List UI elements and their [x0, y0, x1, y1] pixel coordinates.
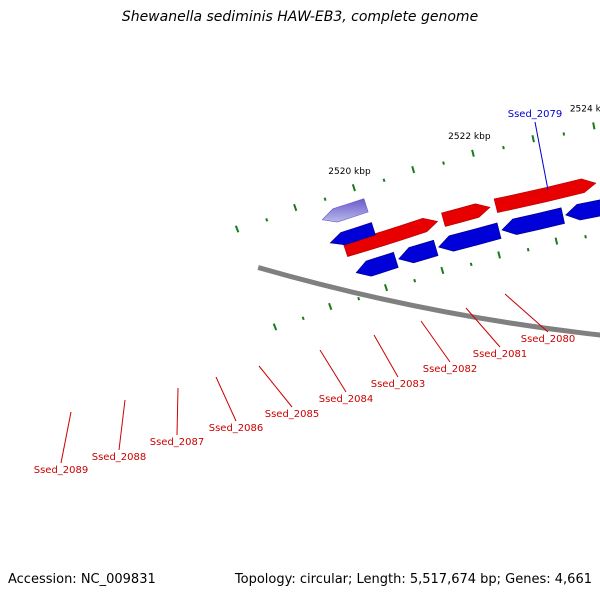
gene-leader-line: [319, 349, 347, 393]
scale-tick: [469, 262, 473, 267]
gene-label[interactable]: Ssed_2080: [521, 334, 576, 345]
genome-summary: Topology: circular; Length: 5,517,674 bp…: [234, 572, 592, 587]
gene-label[interactable]: Ssed_2086: [209, 423, 264, 434]
scale-tick: [592, 122, 596, 130]
forward-cds-arrow-2079[interactable]: [321, 198, 369, 223]
scale-label: 2520 kbp: [328, 167, 371, 177]
gene-leader-line: [176, 387, 179, 436]
scale-tick: [440, 266, 445, 275]
backbone-arc: [257, 265, 600, 338]
reverse-cds-track: [355, 197, 600, 277]
gene-label[interactable]: Ssed_2089: [34, 465, 89, 476]
scale-label: 2524 kbp: [570, 105, 600, 115]
scale-tick: [497, 251, 501, 259]
scale-tick: [272, 323, 278, 331]
scale-tick: [234, 225, 240, 233]
scale-tick: [531, 135, 535, 143]
scale-tick: [328, 302, 333, 311]
gene-label[interactable]: Ssed_2079: [508, 109, 563, 120]
gene-leader-line: [534, 121, 549, 191]
forward-cds-arrow-2079-b[interactable]: [329, 222, 376, 246]
scale-tick: [265, 218, 269, 222]
scale-tick: [357, 296, 361, 301]
gene-leader-line: [373, 334, 399, 378]
genome-backbone: [257, 265, 600, 338]
gene-label[interactable]: Ssed_2083: [371, 379, 426, 390]
scale-tick: [584, 234, 587, 239]
map-title: Shewanella sediminis HAW-EB3, complete g…: [121, 9, 479, 25]
forward-cds-track: [321, 178, 597, 257]
scale-tick: [554, 237, 559, 245]
accession-text: Accession: NC_009831: [8, 572, 156, 587]
reverse-cds-arrow[interactable]: [398, 239, 439, 264]
outer-tick-track: [234, 122, 596, 233]
gene-leader-line: [258, 365, 293, 408]
inner-tick-track: [272, 234, 587, 331]
gene-leader-line: [420, 320, 451, 363]
gene-label[interactable]: Ssed_2085: [265, 409, 320, 420]
reverse-cds-arrow[interactable]: [355, 251, 399, 277]
scale-tick: [562, 132, 566, 136]
gene-labels: Ssed_2079 Ssed_2080 Ssed_2081 Ssed_2082 Ssed…: [34, 109, 576, 476]
scale-tick: [323, 197, 327, 201]
scale-label: 2522 kbp: [448, 132, 491, 142]
forward-cds-arrow[interactable]: [441, 203, 491, 227]
gene-label[interactable]: Ssed_2081: [473, 349, 528, 360]
scale-tick: [471, 149, 475, 157]
gene-leader-line: [504, 293, 549, 333]
gene-label[interactable]: Ssed_2084: [319, 394, 374, 405]
scale-tick: [351, 184, 356, 192]
scale-tick: [301, 316, 305, 321]
scale-tick: [383, 284, 389, 292]
reverse-cds-arrow[interactable]: [438, 222, 502, 252]
forward-cds-arrow[interactable]: [493, 178, 597, 213]
scale-tick: [413, 278, 417, 283]
scale-tick: [293, 203, 298, 212]
gene-label[interactable]: Ssed_2087: [150, 437, 205, 448]
reverse-cds-arrow[interactable]: [501, 207, 565, 235]
scale-tick: [382, 178, 386, 183]
reverse-cds-arrow[interactable]: [565, 197, 600, 221]
gene-leader-line: [465, 307, 501, 348]
scale-tick: [502, 145, 505, 150]
scale-tick: [442, 161, 445, 165]
scale-tick: [526, 247, 530, 252]
gene-label[interactable]: Ssed_2082: [423, 364, 478, 375]
gene-leader-line: [60, 411, 72, 464]
gene-leader-line: [215, 376, 237, 422]
scale-tick: [411, 165, 416, 174]
gene-label[interactable]: Ssed_2088: [92, 452, 147, 463]
gene-leader-line: [118, 399, 126, 451]
